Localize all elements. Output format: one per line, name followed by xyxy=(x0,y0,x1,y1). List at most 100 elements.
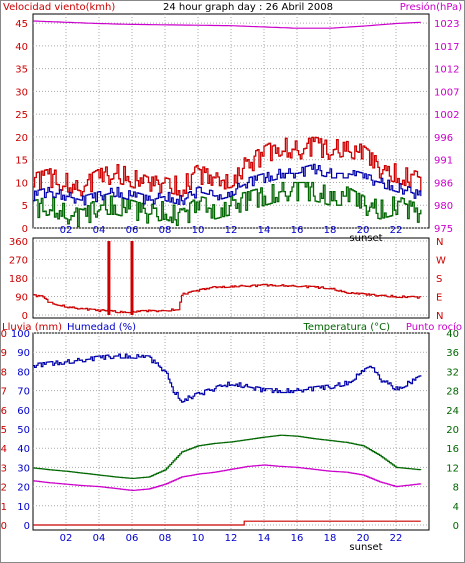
wind-max-series xyxy=(33,136,422,197)
wind-min-series xyxy=(33,181,422,228)
temperature-tick-label: 0 xyxy=(453,521,459,532)
rain-tick-label: 1 xyxy=(1,502,7,513)
dewpoint-axis-title: Punto rocío xyxy=(406,321,462,333)
panels xyxy=(32,13,430,531)
rain-tick-label: 5 xyxy=(1,425,7,436)
pressure-tick-label: 1012 xyxy=(434,65,459,76)
x-tick-label-top: 18 xyxy=(324,225,337,236)
pressure-tick-label: 975 xyxy=(434,224,453,235)
wind-tick-label: 45 xyxy=(15,19,28,30)
humidity-tick-label: 60 xyxy=(17,406,30,417)
temperature-tick-label: 16 xyxy=(446,444,459,455)
x-tick-label-top: 16 xyxy=(291,225,304,236)
x-tick-label-top: 22 xyxy=(390,225,403,236)
compass-tick-label: W xyxy=(436,256,446,267)
pressure-tick-label: 1017 xyxy=(434,42,459,53)
wind-tick-label: 15 xyxy=(15,156,28,167)
x-tick-label-bottom: 10 xyxy=(192,533,205,544)
temperature-tick-label: 4 xyxy=(453,502,459,513)
x-tick-label-top: 06 xyxy=(126,225,139,236)
rain-tick-label: 9 xyxy=(1,348,7,359)
pressure-tick-label: 1007 xyxy=(434,87,459,98)
rain-tick-label: 10 xyxy=(0,329,7,340)
compass-tick-label: E xyxy=(436,293,442,304)
rain-tick-label: 3 xyxy=(1,463,7,474)
chart-title: 24 hour graph day : 26 Abril 2008 xyxy=(163,2,333,13)
chart-marks xyxy=(32,20,422,526)
direction-tick-label: 270 xyxy=(9,256,28,267)
pressure-series xyxy=(32,20,421,29)
rain-tick-label: 2 xyxy=(1,483,7,494)
x-tick-label-top: 08 xyxy=(159,225,172,236)
rain-tick-label: 6 xyxy=(1,406,7,417)
humidity-tick-label: 0 xyxy=(24,521,30,532)
wind-avg-series xyxy=(33,163,422,206)
wind-tick-label: 40 xyxy=(15,42,28,53)
x-tick-label-bottom: 20 xyxy=(357,533,370,544)
rain-tick-label: 7 xyxy=(1,387,7,398)
x-tick-label-top: 14 xyxy=(258,225,271,236)
direction-tick-label: 360 xyxy=(9,237,28,248)
humidity-tick-label: 40 xyxy=(17,444,30,455)
wind-tick-label: 5 xyxy=(22,201,28,212)
temperature-series xyxy=(33,434,422,479)
direction-spike xyxy=(107,241,111,315)
humidity-tick-label: 10 xyxy=(17,502,30,513)
pressure-tick-label: 1023 xyxy=(434,19,459,30)
x-tick-label-bottom: 04 xyxy=(93,533,106,544)
humidity-tick-label: 30 xyxy=(17,463,30,474)
wind-tick-label: 30 xyxy=(15,87,28,98)
pressure-tick-label: 1002 xyxy=(434,110,459,121)
temperature-tick-label: 28 xyxy=(446,387,459,398)
x-tick-label-top: 10 xyxy=(192,225,205,236)
x-tick-label-bottom: 12 xyxy=(225,533,238,544)
humidity-tick-label: 90 xyxy=(17,348,30,359)
sunset-label-bottom: sunset xyxy=(349,542,382,553)
humidity-tick-label: 70 xyxy=(17,387,30,398)
pressure-tick-label: 986 xyxy=(434,178,453,189)
panel-frame-3 xyxy=(32,332,430,531)
wind-tick-label: 0 xyxy=(22,224,28,235)
temperature-axis-title: Temperatura (°C) xyxy=(302,322,390,333)
temperature-tick-label: 20 xyxy=(446,425,459,436)
sunset-label-top: sunset xyxy=(349,233,382,244)
wind-direction-series xyxy=(33,283,422,314)
pressure-tick-label: 996 xyxy=(434,133,453,144)
compass-tick-label: S xyxy=(436,274,442,285)
wind-tick-label: 25 xyxy=(15,110,28,121)
rain-tick-label: 4 xyxy=(1,444,7,455)
x-tick-label-bottom: 08 xyxy=(159,533,172,544)
rain-series xyxy=(33,520,421,526)
x-tick-label-bottom: 18 xyxy=(324,533,337,544)
tick-labels: 0202040406060808101012121414161618182020… xyxy=(0,19,459,544)
humidity-tick-label: 50 xyxy=(17,425,30,436)
rain-tick-label: 0 xyxy=(1,521,7,532)
humidity-series xyxy=(33,353,422,403)
temperature-tick-label: 40 xyxy=(446,329,459,340)
dewpoint-series xyxy=(33,464,422,491)
humidity-axis-title: Humedad (%) xyxy=(67,322,136,333)
x-tick-label-top: 02 xyxy=(60,225,73,236)
compass-tick-label: N xyxy=(436,311,443,322)
temperature-tick-label: 24 xyxy=(446,406,459,417)
temperature-tick-label: 12 xyxy=(446,463,459,474)
pressure-tick-label: 980 xyxy=(434,201,453,212)
x-tick-label-bottom: 06 xyxy=(126,533,139,544)
temperature-tick-label: 8 xyxy=(453,483,459,494)
compass-tick-label: N xyxy=(436,237,443,248)
x-tick-label-bottom: 02 xyxy=(60,533,73,544)
x-tick-label-bottom: 22 xyxy=(390,533,403,544)
wind-tick-label: 20 xyxy=(15,133,28,144)
rain-axis-title: Lluvia (mm) xyxy=(2,322,62,333)
humidity-tick-label: 100 xyxy=(11,329,30,340)
x-tick-label-bottom: 14 xyxy=(258,533,271,544)
x-tick-label-top: 12 xyxy=(225,225,238,236)
wind-tick-label: 35 xyxy=(15,65,28,76)
pressure-tick-label: 991 xyxy=(434,156,453,167)
direction-tick-label: 180 xyxy=(9,274,28,285)
temperature-tick-label: 36 xyxy=(446,348,459,359)
rain-tick-label: 8 xyxy=(1,367,7,378)
direction-tick-label: 90 xyxy=(15,293,28,304)
direction-spike xyxy=(130,241,134,315)
x-tick-label-top: 04 xyxy=(93,225,106,236)
